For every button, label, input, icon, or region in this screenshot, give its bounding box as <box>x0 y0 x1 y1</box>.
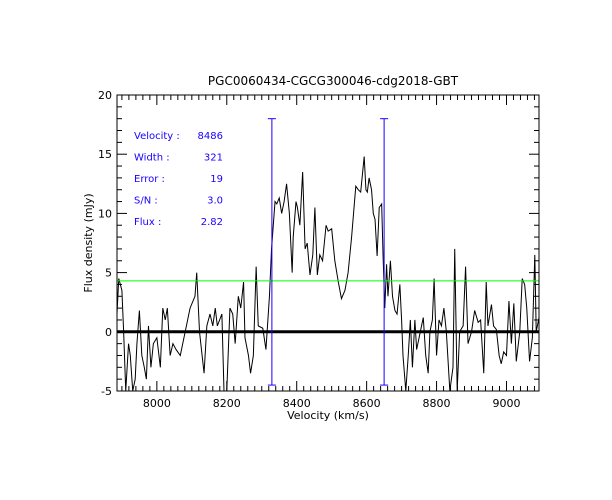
spectrum-line <box>117 156 539 391</box>
x-tick-label: 8000 <box>143 397 171 410</box>
y-tick-label: 10 <box>98 207 112 220</box>
annotation-label: Velocity : <box>134 131 180 142</box>
annotation-label: S/N : <box>134 196 158 207</box>
annotation-value: 19 <box>210 174 223 185</box>
annotation-value: 321 <box>204 153 223 164</box>
annotation-label: Error : <box>134 174 165 185</box>
plot-frame <box>116 94 540 392</box>
x-axis-label: Velocity (km/s) <box>287 409 369 422</box>
x-tick-label: 8800 <box>423 397 451 410</box>
annotation-box: Velocity : 8486 Width : 321 Error : 19 S/N : 3.… <box>134 131 223 228</box>
x-tick-label: 8200 <box>213 397 241 410</box>
annotation-label: Flux : <box>134 217 161 228</box>
annotation-value: 3.0 <box>207 196 223 207</box>
y-tick-label: 0 <box>105 326 112 339</box>
y-tick-label: 20 <box>98 89 112 102</box>
annotation-label: Width : <box>134 153 170 164</box>
annotation-value: 2.82 <box>201 217 223 228</box>
x-tick-label: 8400 <box>283 397 311 410</box>
y-axis-label: Flux density (mJy) <box>82 193 95 292</box>
y-tick-label: -5 <box>101 385 112 398</box>
x-tick-label: 9000 <box>492 397 520 410</box>
annotation-value: 8486 <box>198 131 223 142</box>
y-tick-label: 15 <box>98 148 112 161</box>
x-tick-label: 8600 <box>353 397 381 410</box>
y-tick-label: 5 <box>105 267 112 280</box>
chart-title: PGC0060434-CGCG300046-cdg2018-GBT <box>208 74 459 88</box>
plot-marks <box>117 118 539 391</box>
